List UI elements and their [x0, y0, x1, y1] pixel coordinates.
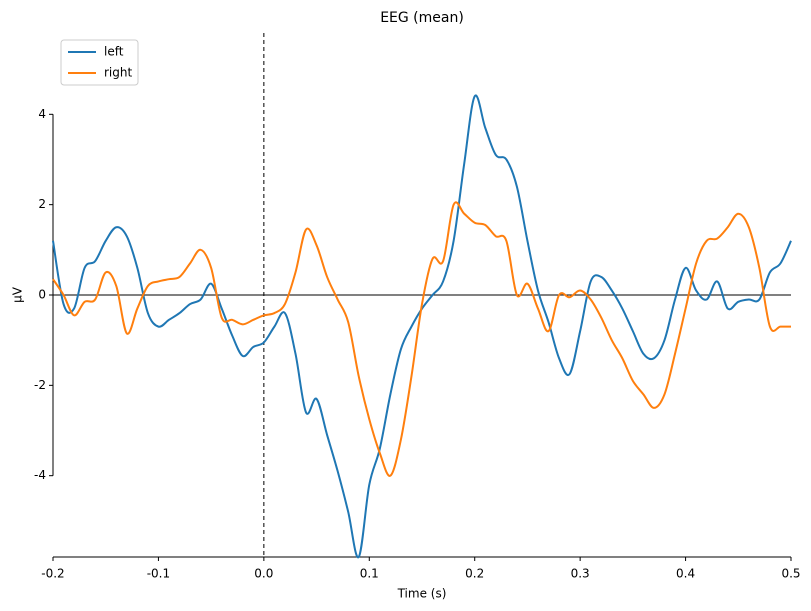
x-tick-label: 0.5	[781, 567, 800, 581]
chart-title: EEG (mean)	[380, 10, 464, 26]
series-line	[52, 94, 792, 559]
x-tick-label: 0.3	[571, 567, 590, 581]
x-tick-label: 0.4	[676, 567, 695, 581]
x-tick-label: -0.2	[41, 567, 64, 581]
y-tick-label: -4	[34, 468, 46, 482]
x-tick-label: 0.2	[465, 567, 484, 581]
y-tick-label: 2	[38, 197, 46, 211]
legend-label: left	[104, 45, 124, 59]
y-tick-label: 4	[38, 107, 46, 121]
x-tick-label: 0.0	[254, 567, 273, 581]
y-tick-label: -2	[34, 378, 46, 392]
legend-label: right	[104, 66, 132, 80]
x-tick-label: -0.1	[147, 567, 170, 581]
series-line	[52, 201, 791, 477]
y-axis-label: µV	[11, 286, 25, 303]
y-tick-label: 0	[38, 288, 46, 302]
x-axis-label: Time (s)	[397, 587, 447, 601]
x-tick-label: 0.1	[360, 567, 379, 581]
